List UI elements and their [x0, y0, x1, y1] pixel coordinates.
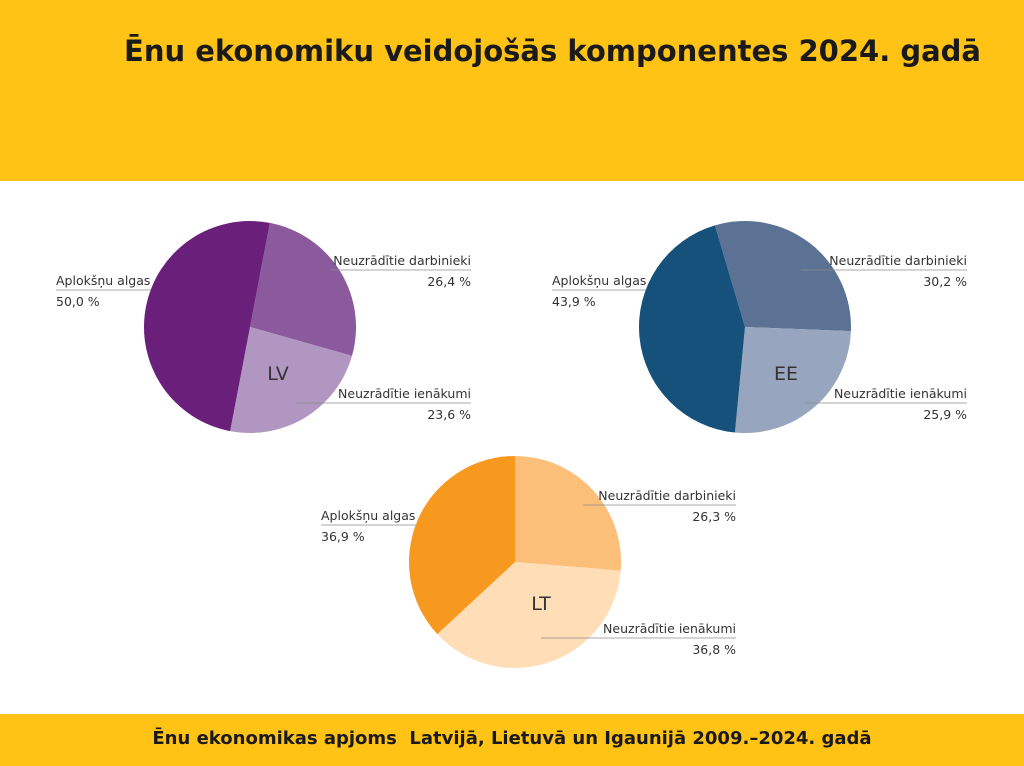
slice-value-label: 26,4 %: [427, 274, 471, 289]
pie-slice-aploksnu-algas: [143, 220, 270, 432]
footer-band: [0, 714, 1024, 766]
pie-slice-aploksnu-algas: [639, 225, 745, 433]
pie-slice-aploksnu-algas: [408, 456, 515, 635]
slice-label: Neuzrādītie darbinieki: [333, 253, 471, 268]
slice-value-label: 25,9 %: [923, 407, 967, 422]
pie-slice-neuzraditie-darbinieki: [714, 220, 852, 332]
footer-title: Ēnu ekonomikas apjoms Latvijā, Lietuvā u…: [152, 728, 872, 749]
slice-label: Aplokšņu algas: [321, 508, 415, 523]
slice-value-label: 30,2 %: [923, 274, 967, 289]
slice-label: Neuzrādītie darbinieki: [829, 253, 967, 268]
slice-label: Aplokšņu algas: [56, 273, 150, 288]
pie-slice-neuzraditie-ienakumi: [437, 562, 621, 669]
slice-value-label: 50,0 %: [56, 294, 100, 309]
slice-value-label: 26,3 %: [692, 509, 736, 524]
pie-chart-ee: Neuzrādītie darbinieki 30,2 % Neuzrādītie …: [552, 220, 967, 433]
slice-label: Aplokšņu algas: [552, 273, 646, 288]
pie-chart-lt: Neuzrādītie darbinieki 26,3 % Neuzrādītie …: [321, 456, 736, 669]
slice-label: Neuzrādītie ienākumi: [603, 621, 736, 636]
pie-slice-neuzraditie-ienakumi: [230, 327, 352, 433]
slice-value-label: 36,8 %: [692, 642, 736, 657]
slice-label: Neuzrādītie darbinieki: [598, 488, 736, 503]
pie-slice-neuzraditie-darbinieki: [250, 222, 357, 356]
slice-value-label: 23,6 %: [427, 407, 471, 422]
slice-label: Neuzrādītie ienākumi: [338, 386, 471, 401]
pie-slice-neuzraditie-ienakumi: [734, 327, 851, 433]
country-label: LT: [531, 593, 551, 615]
slice-label: Neuzrādītie ienākumi: [834, 386, 967, 401]
page-title: Ēnu ekonomiku veidojošās komponentes 202…: [124, 34, 981, 68]
slice-value-label: 36,9 %: [321, 529, 365, 544]
pie-chart-lv: Neuzrādītie darbinieki 26,4 % Neuzrādītie …: [56, 220, 471, 433]
country-label: LV: [267, 363, 289, 385]
pie-slice-neuzraditie-darbinieki: [515, 456, 622, 571]
header-band: [0, 0, 1024, 181]
country-label: EE: [774, 363, 798, 385]
slice-value-label: 43,9 %: [552, 294, 596, 309]
